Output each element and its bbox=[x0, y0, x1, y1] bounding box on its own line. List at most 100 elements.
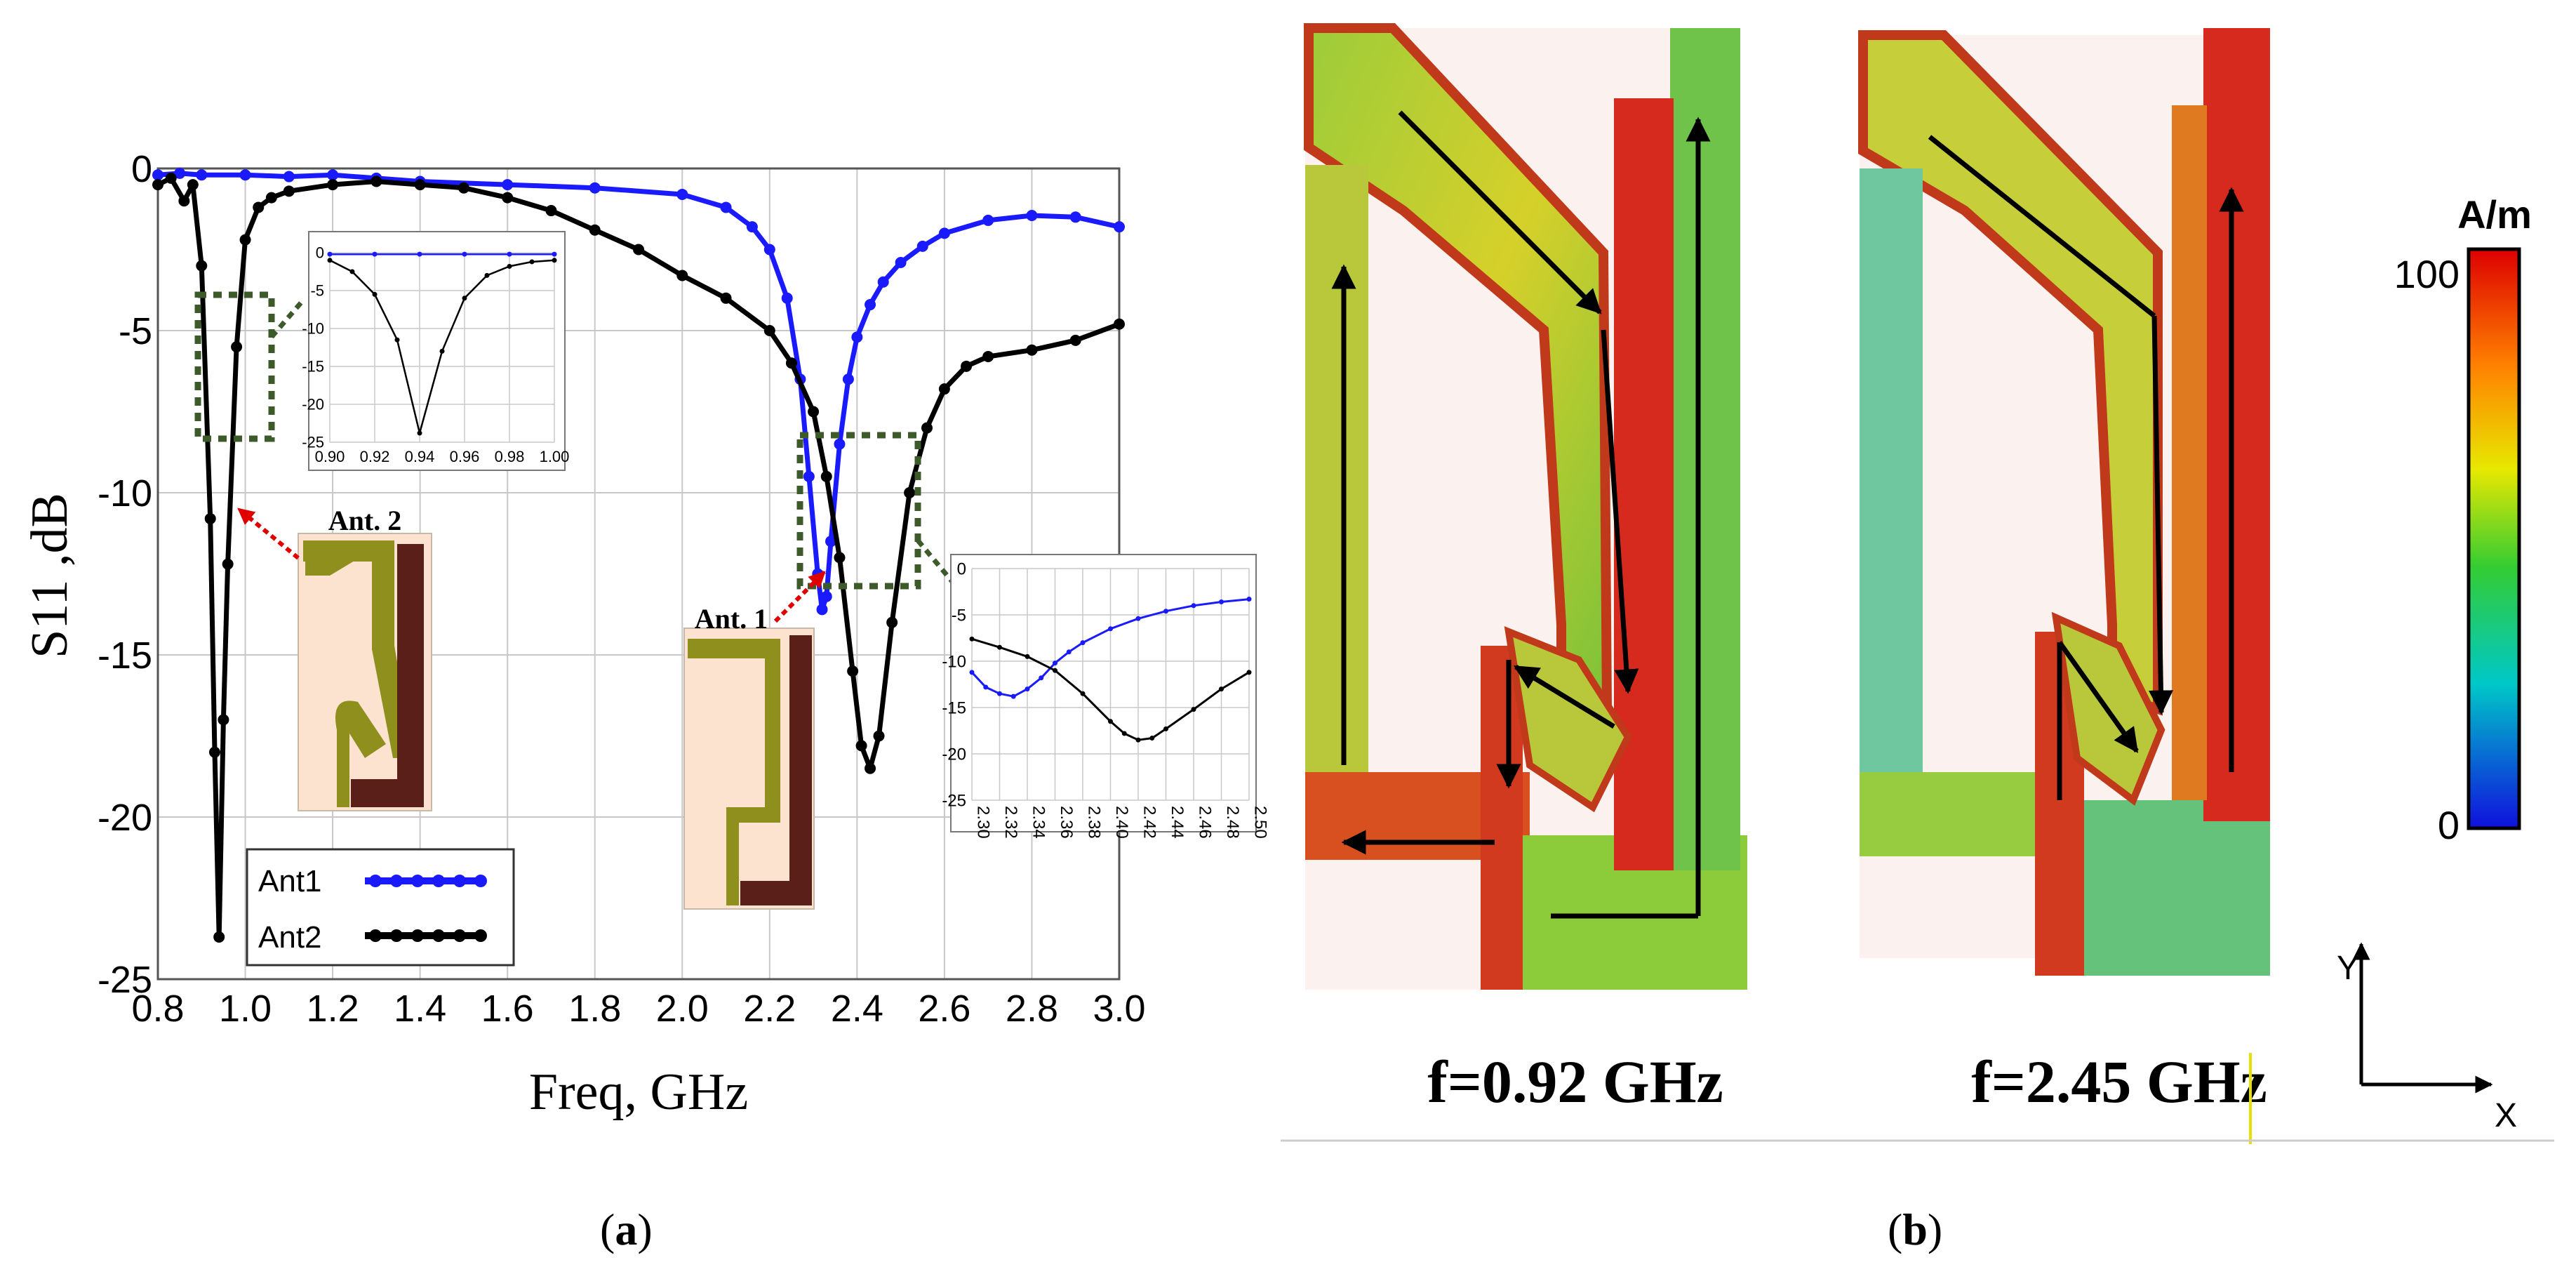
data-point-ant2 bbox=[178, 195, 190, 207]
data-point-ant2 bbox=[763, 325, 775, 336]
data-point-ant1 bbox=[327, 251, 333, 257]
data-point-ant2 bbox=[1135, 737, 1141, 743]
legend-marker-ant1 bbox=[453, 875, 466, 887]
data-point-ant1 bbox=[851, 331, 863, 343]
data-point-ant2 bbox=[1053, 668, 1057, 673]
data-point-ant2 bbox=[1149, 736, 1155, 741]
caption-b-letter: b bbox=[1902, 1204, 1928, 1254]
ant1-pointer-arrow bbox=[773, 570, 827, 623]
data-point-ant2 bbox=[873, 730, 885, 742]
caption-b: (b) bbox=[1888, 1204, 1943, 1254]
x-tick-label: 2.34 bbox=[1029, 806, 1048, 839]
x-tick-label: 3.0 bbox=[1093, 988, 1145, 1030]
data-point-ant1 bbox=[676, 188, 688, 200]
data-point-ant1 bbox=[552, 251, 557, 257]
data-point-ant2 bbox=[265, 192, 277, 204]
data-point-ant1 bbox=[877, 276, 889, 288]
data-point-ant2 bbox=[1163, 726, 1168, 731]
current-map-left bbox=[1304, 23, 1747, 990]
data-point-ant1 bbox=[283, 171, 295, 182]
legend-marker-ant2 bbox=[474, 929, 487, 942]
data-point-ant2 bbox=[502, 192, 514, 204]
data-point-ant1 bbox=[196, 169, 208, 181]
y-tick-label: -10 bbox=[942, 652, 966, 671]
legend-markers bbox=[369, 875, 487, 942]
inset-low-series bbox=[327, 251, 557, 436]
data-point-ant2 bbox=[982, 350, 994, 362]
x-tick-label: 0.92 bbox=[360, 448, 390, 465]
colorbar-min: 0 bbox=[2438, 803, 2460, 847]
x-tick-label: 2.0 bbox=[656, 988, 709, 1030]
inset-low: 0.90 0.92 0.94 0.96 0.98 1.00 0 -5 -10 -15 -20 -25 bbox=[302, 231, 569, 471]
x-tick-label: 2.36 bbox=[1057, 806, 1076, 839]
legend-marker-ant2 bbox=[411, 929, 424, 942]
current-arrow bbox=[1928, 135, 2156, 318]
data-point-ant1 bbox=[462, 251, 467, 257]
data-point-ant1 bbox=[1039, 675, 1044, 681]
y-tick-label: -20 bbox=[302, 396, 324, 413]
legend-marker-ant2 bbox=[432, 929, 445, 942]
data-point-ant2 bbox=[847, 665, 859, 677]
colorbar-max: 100 bbox=[2394, 252, 2460, 296]
data-point-ant2 bbox=[371, 175, 382, 187]
y-tick-label: -5 bbox=[310, 282, 324, 300]
data-point-ant2 bbox=[904, 487, 916, 498]
legend-marker-ant1 bbox=[411, 875, 424, 887]
data-point-ant1 bbox=[816, 604, 828, 616]
data-point-ant2 bbox=[1121, 731, 1127, 736]
data-point-ant1 bbox=[1163, 609, 1168, 614]
data-point-ant2 bbox=[458, 182, 469, 194]
ant2-pointer-arrow bbox=[237, 507, 300, 560]
data-point-ant1 bbox=[825, 536, 836, 547]
x-tick-label: 2.6 bbox=[918, 988, 970, 1030]
y-tick-label: -15 bbox=[942, 698, 966, 717]
x-tick-label: 2.44 bbox=[1168, 806, 1187, 839]
data-point-ant1 bbox=[1246, 597, 1252, 602]
caption-a-letter: a bbox=[615, 1204, 638, 1254]
data-point-ant1 bbox=[502, 179, 514, 191]
data-point-ant2 bbox=[208, 746, 220, 758]
x-tick-label: 1.0 bbox=[219, 988, 272, 1030]
data-point-ant2 bbox=[961, 360, 973, 372]
y-tick-label: -25 bbox=[302, 434, 324, 451]
data-point-ant2 bbox=[1114, 318, 1125, 330]
x-tick-label: 0.90 bbox=[315, 448, 345, 465]
y-tick-label: -10 bbox=[98, 472, 152, 515]
current-map-right bbox=[1858, 28, 2270, 976]
x-tick-label: 1.6 bbox=[481, 988, 534, 1030]
x-tick-label: 0.96 bbox=[450, 448, 480, 465]
current-arrow bbox=[1514, 665, 1615, 729]
data-point-ant2 bbox=[1108, 719, 1113, 724]
data-point-ant2 bbox=[349, 269, 355, 274]
x-tick-label: 2.30 bbox=[973, 806, 992, 839]
data-point-ant2 bbox=[969, 636, 975, 642]
data-point-ant1 bbox=[842, 373, 854, 385]
x-axis-label: Freq, GHz bbox=[529, 1063, 748, 1121]
inset-low-tick-labels: 0.90 0.92 0.94 0.96 0.98 1.00 0 -5 -10 -15 -20 -25 bbox=[302, 244, 569, 465]
data-point-ant1 bbox=[997, 691, 1002, 696]
data-point-ant2 bbox=[921, 422, 933, 434]
data-point-ant1 bbox=[1108, 626, 1113, 632]
data-point-ant1 bbox=[938, 227, 950, 239]
inset-high-tick-labels: 2.30 2.32 2.34 2.36 2.38 2.40 2.42 2.44 2.46 2.48… bbox=[942, 559, 1269, 838]
ant1-layout-image: Ant. 1 bbox=[683, 603, 815, 910]
data-point-ant2 bbox=[552, 258, 557, 263]
y-tick-label: -10 bbox=[302, 320, 324, 338]
data-point-ant1 bbox=[1026, 209, 1038, 221]
data-point-ant2 bbox=[417, 430, 422, 436]
y-tick-label: 0 bbox=[131, 148, 152, 190]
data-point-ant1 bbox=[327, 169, 339, 181]
y-tick-label: -15 bbox=[98, 635, 152, 677]
data-point-ant2 bbox=[372, 291, 378, 297]
data-point-ant2 bbox=[589, 224, 601, 236]
data-point-ant1 bbox=[983, 684, 989, 690]
caption-a: (a) bbox=[600, 1204, 653, 1254]
data-point-ant1 bbox=[1080, 640, 1086, 646]
inset-high-series bbox=[969, 597, 1252, 743]
x-tick-label: 1.8 bbox=[568, 988, 621, 1030]
data-point-ant1 bbox=[1219, 599, 1224, 605]
data-point-ant2 bbox=[222, 558, 234, 570]
y-axis-label: S11 ,dB bbox=[21, 493, 79, 658]
x-tick-label: 2.2 bbox=[743, 988, 796, 1030]
data-point-ant2 bbox=[834, 552, 846, 564]
